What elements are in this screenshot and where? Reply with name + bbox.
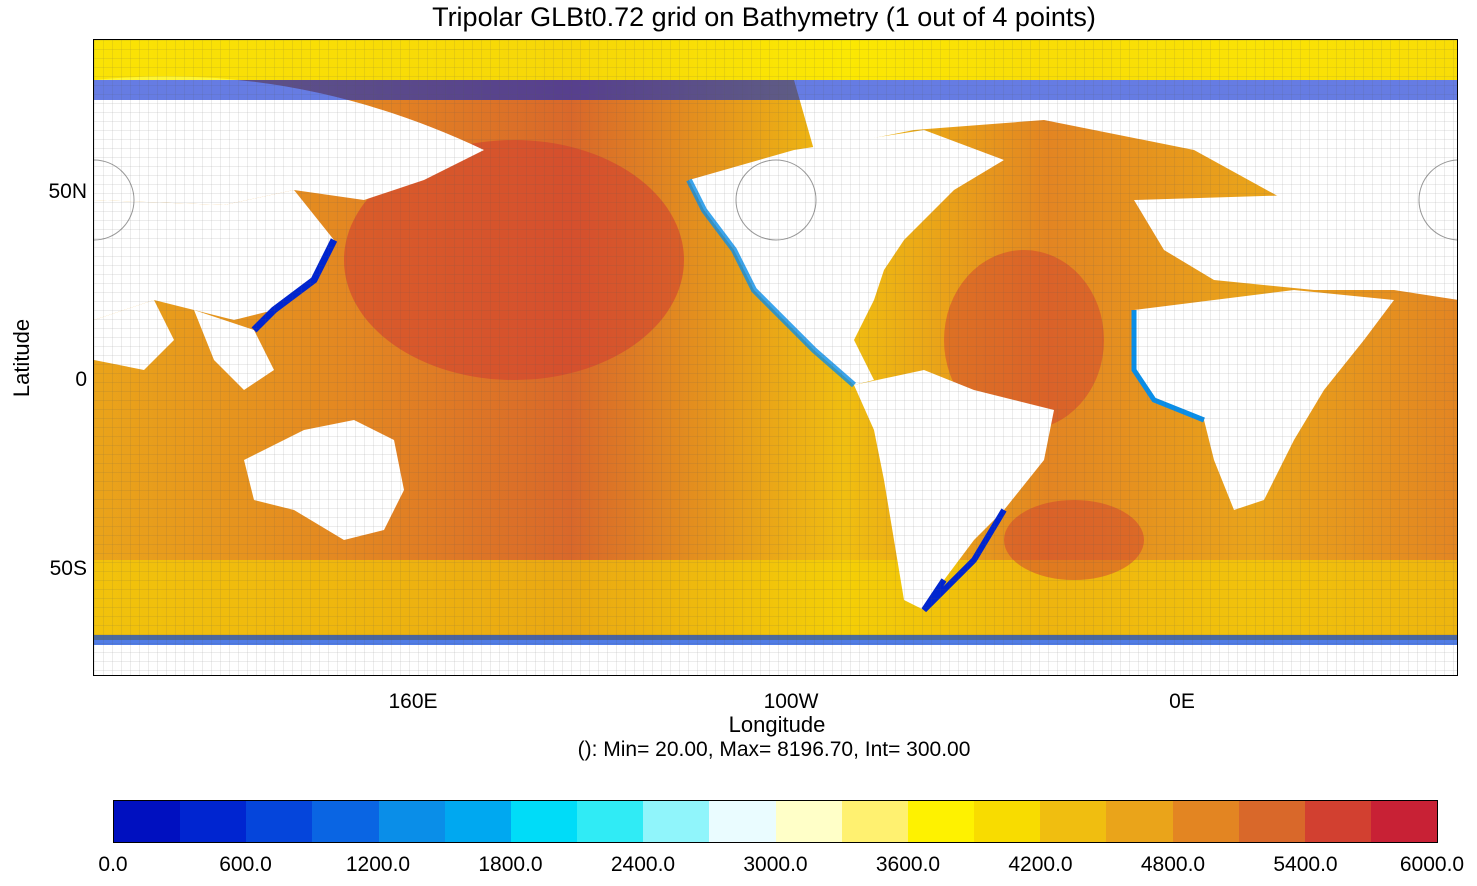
colorbar-cell-7 bbox=[577, 801, 644, 842]
stats-line: (): Min= 20.00, Max= 8196.70, Int= 300.0… bbox=[577, 738, 971, 761]
colorbar-cell-9 bbox=[709, 801, 776, 842]
grid-pole-west bbox=[94, 159, 135, 241]
colorbar-cell-13 bbox=[974, 801, 1041, 842]
colorbar-cell-6 bbox=[510, 801, 578, 842]
grid-pole-mid bbox=[735, 159, 817, 241]
colorbar-cell-16 bbox=[1172, 801, 1239, 842]
colorbar-cell-8 bbox=[643, 801, 710, 842]
colorbar-label: 3000.0 bbox=[743, 853, 808, 876]
bathymetry-map bbox=[93, 39, 1458, 676]
colorbar-label: 1800.0 bbox=[478, 853, 543, 876]
colorbar-cell-14 bbox=[1040, 801, 1107, 842]
colorbar-cell-12 bbox=[907, 801, 975, 842]
map-canvas bbox=[94, 40, 1457, 675]
colorbar-cell-10 bbox=[775, 801, 842, 842]
colorbar-label: 5400.0 bbox=[1273, 853, 1338, 876]
colorbar bbox=[113, 800, 1438, 843]
colorbar-label: 6000.0 bbox=[1399, 853, 1465, 876]
colorbar-cell-18 bbox=[1304, 801, 1371, 842]
colorbar-label: 2400.0 bbox=[610, 853, 676, 876]
colorbar-cell-3 bbox=[312, 801, 379, 842]
colorbar-cell-0 bbox=[114, 801, 181, 842]
chart-title: Tripolar GLBt0.72 grid on Bathymetry (1 … bbox=[432, 2, 1096, 32]
colorbar-cell-15 bbox=[1106, 801, 1173, 842]
grid-overlay bbox=[94, 40, 1457, 675]
x-tick-160e: 160E bbox=[388, 690, 438, 713]
y-axis-label: Latitude bbox=[9, 318, 34, 398]
colorbar-label: 3600.0 bbox=[875, 853, 941, 876]
colorbar-cell-5 bbox=[444, 801, 511, 842]
colorbar-cell-17 bbox=[1238, 801, 1305, 842]
colorbar-cell-1 bbox=[180, 801, 247, 842]
colorbar-cell-2 bbox=[246, 801, 313, 842]
colorbar-label: 4800.0 bbox=[1140, 853, 1206, 876]
x-tick-0e: 0E bbox=[1169, 690, 1195, 713]
y-tick-50s: 50S bbox=[49, 557, 87, 580]
colorbar-label: 600.0 bbox=[219, 853, 272, 876]
colorbar-cell-19 bbox=[1370, 801, 1438, 842]
colorbar-label: 1200.0 bbox=[345, 853, 411, 876]
x-tick-100w: 100W bbox=[763, 690, 819, 713]
colorbar-label: 0.0 bbox=[98, 853, 128, 876]
grid-pole-east bbox=[1418, 159, 1457, 241]
y-tick-0: 0 bbox=[75, 368, 87, 391]
colorbar-cell-4 bbox=[378, 801, 445, 842]
colorbar-label: 4200.0 bbox=[1008, 853, 1073, 876]
x-axis-label: Longitude bbox=[728, 712, 826, 737]
colorbar-cell-11 bbox=[841, 801, 908, 842]
y-tick-50n: 50N bbox=[48, 180, 87, 203]
